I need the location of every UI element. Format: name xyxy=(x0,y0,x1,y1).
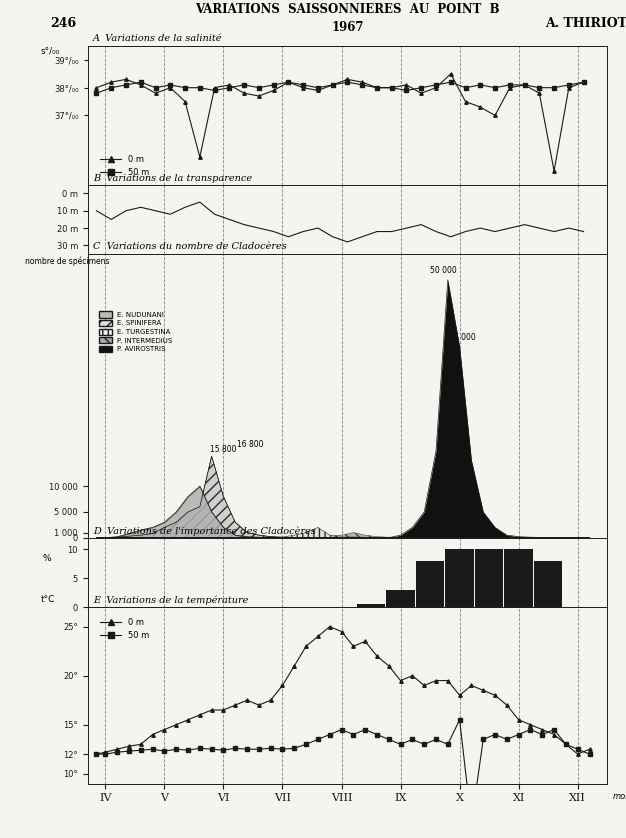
Text: B  Variations de la transparence: B Variations de la transparence xyxy=(93,174,252,184)
Bar xyxy=(534,561,562,607)
Text: A. THIRIOT: A. THIRIOT xyxy=(545,17,626,30)
Text: mois: mois xyxy=(612,793,626,801)
Bar xyxy=(386,590,415,607)
Bar xyxy=(446,549,474,607)
Text: s°/₀₀: s°/₀₀ xyxy=(41,46,60,55)
Text: D  Variations de l'importance des Cladocères: D Variations de l'importance des Cladocè… xyxy=(93,527,316,536)
Legend: E. NUDUNANI, E. SPINIFERA, E. TURGESTINA, P. INTERMEDIUS, P. AVIROSTRIS: E. NUDUNANI, E. SPINIFERA, E. TURGESTINA… xyxy=(96,308,175,355)
Text: t°C: t°C xyxy=(41,594,55,603)
Text: A  Variations de la salinité: A Variations de la salinité xyxy=(93,34,222,44)
Text: 1967: 1967 xyxy=(331,21,364,34)
Bar xyxy=(357,604,385,607)
Text: C  Variations du nombre de Cladocères: C Variations du nombre de Cladocères xyxy=(93,242,287,251)
Text: 16 800: 16 800 xyxy=(237,440,264,449)
Text: VARIATIONS  SAISSONNIERES  AU  POINT  B: VARIATIONS SAISSONNIERES AU POINT B xyxy=(195,3,500,16)
Text: %: % xyxy=(43,554,51,563)
Text: 50 000: 50 000 xyxy=(429,266,456,275)
Text: E  Variations de la température: E Variations de la température xyxy=(93,596,249,605)
Text: 15 800: 15 800 xyxy=(210,445,237,454)
Bar xyxy=(416,561,444,607)
Legend: 0 m, 50 m: 0 m, 50 m xyxy=(97,152,152,180)
Text: 37 000: 37 000 xyxy=(449,333,476,342)
Text: 246: 246 xyxy=(50,17,76,30)
Bar xyxy=(475,549,503,607)
Text: nombre de spécimens: nombre de spécimens xyxy=(25,257,110,266)
Bar xyxy=(505,549,533,607)
Legend: 0 m, 50 m: 0 m, 50 m xyxy=(97,615,152,644)
